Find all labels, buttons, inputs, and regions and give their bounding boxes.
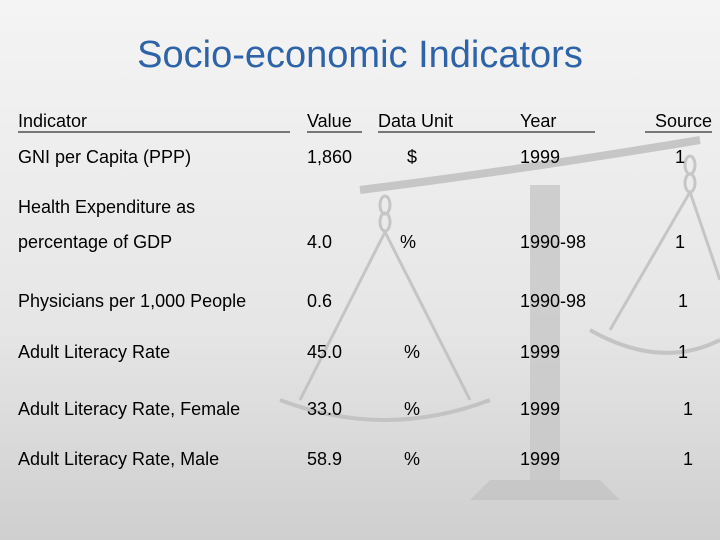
indicator-label: Adult Literacy Rate, Male bbox=[18, 449, 219, 469]
source-cell: 1 bbox=[675, 147, 685, 167]
column-header: Value bbox=[307, 111, 352, 131]
scale-decoration bbox=[279, 136, 720, 500]
year-cell: 1999 bbox=[520, 147, 560, 167]
unit-cell: % bbox=[404, 342, 420, 362]
value-cell: 58.9 bbox=[307, 449, 342, 469]
year-cell: 1990-98 bbox=[520, 291, 586, 311]
column-header: Indicator bbox=[18, 111, 87, 131]
column-header: Data Unit bbox=[378, 111, 453, 131]
indicator-label: GNI per Capita (PPP) bbox=[18, 147, 191, 167]
year-cell: 1999 bbox=[520, 342, 560, 362]
unit-cell: $ bbox=[407, 147, 417, 167]
year-cell: 1990-98 bbox=[520, 232, 586, 252]
indicator-label: Physicians per 1,000 People bbox=[18, 291, 246, 311]
year-cell: 1999 bbox=[520, 399, 560, 419]
source-cell: 1 bbox=[678, 291, 688, 311]
indicator-label: Adult Literacy Rate, Female bbox=[18, 399, 240, 419]
column-header: Source bbox=[655, 111, 712, 131]
value-cell: 33.0 bbox=[307, 399, 342, 419]
indicator-label: Adult Literacy Rate bbox=[18, 342, 170, 362]
unit-cell: % bbox=[400, 232, 416, 252]
indicator-label: Health Expenditure as bbox=[18, 197, 195, 217]
year-cell: 1999 bbox=[520, 449, 560, 469]
source-cell: 1 bbox=[683, 449, 693, 469]
source-cell: 1 bbox=[678, 342, 688, 362]
unit-cell: % bbox=[404, 449, 420, 469]
source-cell: 1 bbox=[675, 232, 685, 252]
source-cell: 1 bbox=[683, 399, 693, 419]
value-cell: 45.0 bbox=[307, 342, 342, 362]
slide-title: Socio-economic Indicators bbox=[137, 34, 583, 76]
column-header: Year bbox=[520, 111, 556, 131]
value-cell: 4.0 bbox=[307, 232, 332, 252]
indicator-label: percentage of GDP bbox=[18, 232, 172, 252]
value-cell: 0.6 bbox=[307, 291, 332, 311]
value-cell: 1,860 bbox=[307, 147, 352, 167]
unit-cell: % bbox=[404, 399, 420, 419]
